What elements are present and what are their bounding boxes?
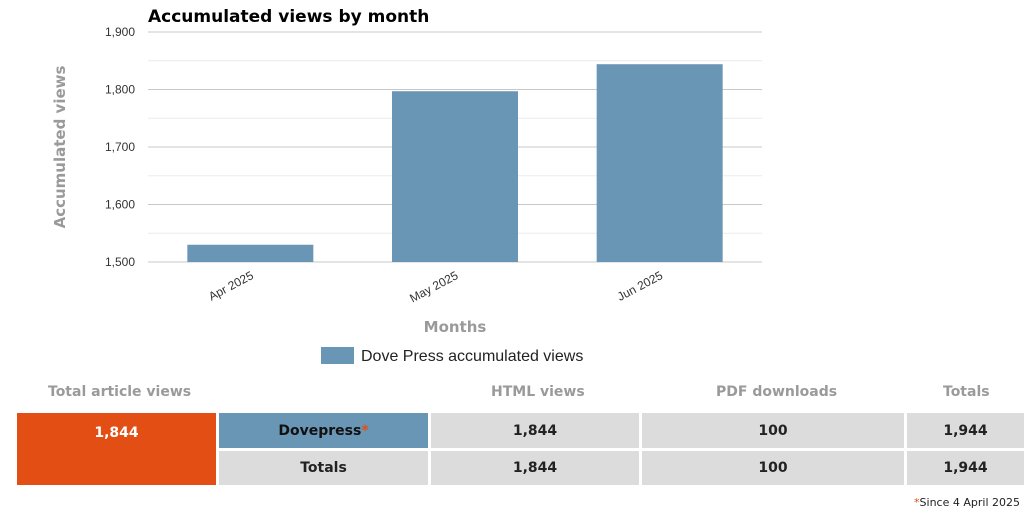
y-tick-label: 1,900	[105, 25, 135, 39]
y-axis-title: Accumulated views	[51, 66, 69, 229]
dovepress-html-views: 1,844	[431, 413, 639, 448]
dovepress-totals: 1,944	[907, 413, 1024, 448]
total-views-value: 1,844	[17, 413, 216, 485]
x-tick-label: Jun 2025	[615, 268, 665, 304]
header-pdf-downloads: PDF downloads	[716, 384, 838, 400]
x-tick-label: May 2025	[407, 268, 460, 305]
x-axis-title: Months	[424, 318, 487, 336]
header-html-views: HTML views	[491, 384, 585, 400]
legend-swatch	[321, 347, 354, 364]
row-label-totals: Totals	[219, 451, 428, 485]
y-tick-label: 1,500	[105, 255, 135, 269]
totals-html-views: 1,844	[431, 451, 639, 485]
asterisk-mark: *	[361, 422, 369, 439]
footnote-asterisk: *	[914, 496, 920, 509]
x-axis-ticks: Apr 2025 May 2025 Jun 2025	[206, 268, 665, 305]
totals-pdf-downloads: 100	[642, 451, 904, 485]
header-total-article-views: Total article views	[48, 384, 192, 400]
y-tick-label: 1,800	[105, 83, 135, 97]
y-tick-label: 1,700	[105, 140, 135, 154]
footnote: *Since 4 April 2025	[914, 496, 1020, 509]
bars	[187, 64, 723, 262]
row-label-dovepress: Dovepress *	[219, 413, 428, 448]
y-axis-ticks: 1,500 1,600 1,700 1,800 1,900	[105, 25, 135, 269]
legend[interactable]: Dove Press accumulated views	[321, 347, 583, 365]
x-tick-label: Apr 2025	[206, 268, 256, 303]
bar[interactable]	[596, 64, 723, 262]
bar[interactable]	[392, 91, 518, 262]
dovepress-pdf-downloads: 100	[642, 413, 904, 448]
y-tick-label: 1,600	[105, 198, 135, 212]
chart: Accumulated views by month 1,500 1,600 1,7…	[51, 7, 762, 365]
footnote-text: Since 4 April 2025	[919, 496, 1020, 509]
chart-title: Accumulated views by month	[148, 7, 429, 27]
legend-label: Dove Press accumulated views	[361, 348, 583, 365]
bar[interactable]	[187, 244, 314, 262]
header-totals: Totals	[943, 384, 990, 400]
row-label-text: Dovepress	[278, 422, 362, 439]
totals-totals: 1,944	[907, 451, 1024, 485]
